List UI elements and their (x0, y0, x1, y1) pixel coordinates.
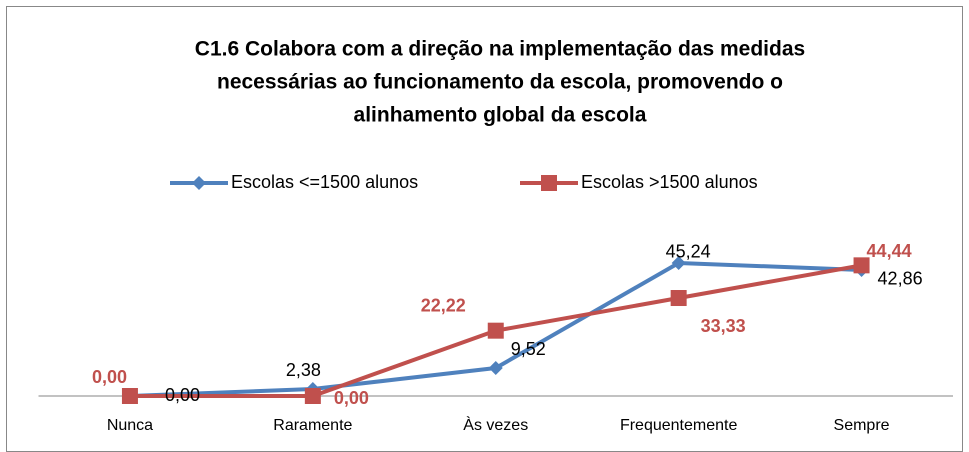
data-point (670, 290, 687, 307)
data-label: 2,38 (286, 360, 321, 380)
chart-title: C1.6 Colabora com a direção na implement… (195, 38, 805, 61)
data-label: 33,33 (701, 316, 746, 336)
data-label: 42,86 (878, 269, 923, 289)
data-point (487, 322, 504, 339)
chart-title: alinhamento global da escola (354, 104, 647, 127)
data-point (121, 388, 138, 404)
data-point (853, 257, 870, 274)
x-tick-label: Frequentemente (620, 417, 738, 434)
x-tick-label: Sempre (834, 417, 890, 434)
x-tick-label: Raramente (273, 417, 352, 434)
data-label: 22,22 (421, 295, 466, 315)
data-label: 0,00 (165, 385, 200, 405)
legend-marker (541, 175, 557, 191)
x-tick-label: Nunca (107, 417, 153, 434)
data-label: 44,44 (867, 241, 912, 261)
data-label: 0,00 (92, 367, 127, 387)
data-label: 9,52 (511, 339, 546, 359)
data-label: 45,24 (666, 242, 711, 262)
chart-border (6, 6, 963, 452)
data-label: 0,00 (334, 388, 369, 408)
legend-marker (192, 176, 206, 190)
data-point (304, 388, 321, 404)
legend-label: Escolas <=1500 alunos (231, 172, 418, 192)
x-tick-label: Às vezes (463, 415, 528, 434)
data-point (671, 255, 686, 270)
chart-title: necessárias ao funcionamento da escola, … (217, 71, 783, 94)
legend-label: Escolas >1500 alunos (581, 172, 758, 192)
data-point (488, 361, 503, 376)
